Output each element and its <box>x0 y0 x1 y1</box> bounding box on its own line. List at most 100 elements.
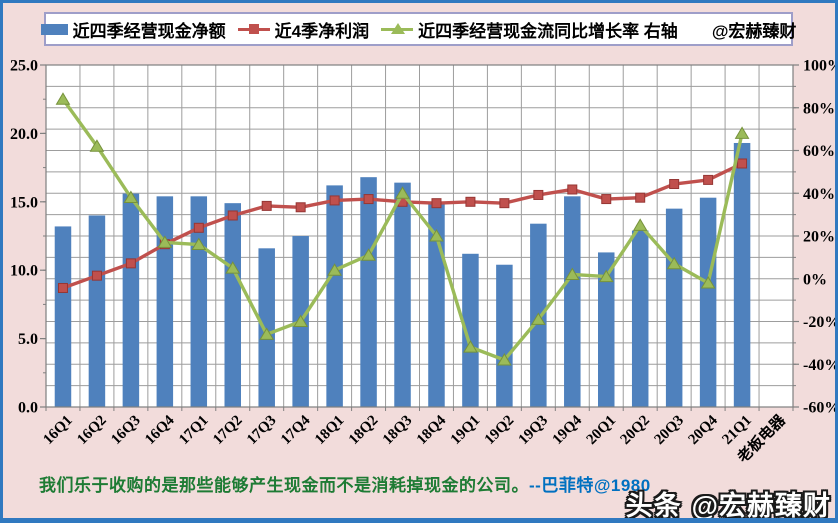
growth-marker-20Q4 <box>700 276 716 289</box>
branding-site: 头条 <box>625 491 682 521</box>
growth-marker-17Q1 <box>191 237 207 251</box>
profit-marker-17Q4 <box>295 202 306 213</box>
bar-20Q1 <box>598 252 615 407</box>
legend-watermark: @宏赫臻财 <box>711 21 797 41</box>
profit-marker-18Q1 <box>329 195 340 206</box>
line-triangle-icon <box>381 23 414 35</box>
growth-marker-18Q1 <box>327 263 342 276</box>
growth-marker-17Q4 <box>293 314 309 327</box>
legend-item-cashflow: 近四季经营现金净额 <box>40 17 226 42</box>
bar-20Q2 <box>631 230 649 407</box>
profit-marker-20Q4 <box>703 174 714 185</box>
y-right-tick-label: -40% <box>803 357 838 374</box>
x-axis-label-20Q1: 20Q1 <box>584 413 619 448</box>
x-axis-label-19Q3: 19Q3 <box>516 413 551 448</box>
quote-attribution: --巴菲特@1980 <box>529 476 651 495</box>
legend-label-profit: 近4季净利润 <box>274 21 370 41</box>
profit-marker-16Q1 <box>57 282 68 293</box>
bar-21Q1 <box>733 142 751 407</box>
y-right-tick-label: 0% <box>803 271 827 288</box>
profit-marker-17Q1 <box>193 222 204 233</box>
x-axis-label-16Q1: 16Q1 <box>40 413 75 448</box>
profit-marker-19Q3 <box>533 189 544 200</box>
growth-marker-20Q3 <box>666 256 682 270</box>
x-axis-label-19Q1: 19Q1 <box>448 413 483 448</box>
x-axis-label-19Q2: 19Q2 <box>482 413 517 448</box>
y-left-tick-label: 15.0 <box>10 194 38 211</box>
bar-20Q3 <box>665 208 683 407</box>
profit-marker-16Q3 <box>125 258 136 269</box>
profit-marker-19Q4 <box>567 184 578 195</box>
growth-marker-19Q1 <box>463 340 478 353</box>
x-axis-label-18Q2: 18Q2 <box>346 413 381 448</box>
x-axis-label-17Q3: 17Q3 <box>244 413 279 448</box>
y-right-tick-label: 60% <box>803 143 835 160</box>
profit-marker-20Q2 <box>635 192 646 203</box>
profit-marker-17Q3 <box>261 200 272 211</box>
bar-16Q3 <box>122 193 140 407</box>
x-axis-label-19Q4: 19Q4 <box>550 412 586 448</box>
bar-16Q4 <box>156 196 174 407</box>
profit-marker-17Q2 <box>227 210 238 221</box>
growth-marker-16Q1 <box>55 92 71 105</box>
y-right-tick-label: 100% <box>803 58 838 75</box>
x-axis-label-17Q1: 17Q1 <box>176 413 211 448</box>
profit-marker-21Q1 <box>737 158 748 169</box>
profit-marker-18Q4 <box>431 198 442 209</box>
growth-marker-19Q4 <box>564 267 580 280</box>
growth-marker-17Q3 <box>259 327 275 340</box>
y-right-tick-label: -60% <box>803 400 838 417</box>
growth-marker-16Q4 <box>157 235 173 248</box>
bar-20Q4 <box>699 197 717 407</box>
growth-marker-19Q3 <box>530 312 546 325</box>
profit-marker-20Q3 <box>669 179 680 190</box>
bar-swatch-icon <box>40 23 68 35</box>
growth-marker-20Q1 <box>598 269 614 283</box>
growth-marker-16Q2 <box>89 139 105 152</box>
x-axis-label-16Q2: 16Q2 <box>74 413 109 448</box>
y-left-tick-label: 10.0 <box>10 263 38 280</box>
legend: 近四季经营现金净额 近4季净利润 近四季经营现金流同比增长率 右轴 @宏赫臻财 <box>40 12 796 46</box>
y-left-tick-label: 25.0 <box>10 58 38 75</box>
y-right-tick-label: -20% <box>803 314 838 331</box>
bar-19Q1 <box>462 253 479 407</box>
x-axis-label-18Q1: 18Q1 <box>312 413 347 448</box>
profit-marker-18Q2 <box>363 194 374 205</box>
profit-marker-19Q1 <box>465 196 476 207</box>
y-left-tick-label: 0.0 <box>18 400 38 417</box>
y-left-tick-label: 5.0 <box>18 331 38 348</box>
quote-text: 我们乐于收购的是那些能够产生现金而不是消耗掉现金的公司。 <box>39 476 529 495</box>
growth-marker-17Q2 <box>225 261 241 274</box>
bar-18Q1 <box>326 185 343 407</box>
chart-plot: 25.0 20.0 15.0 10.0 5.0 0.0 100% 80% 60% 40% 20% 0%… <box>10 58 838 467</box>
x-axis-label-18Q4: 18Q4 <box>414 412 450 448</box>
growth-marker-19Q2 <box>497 352 512 366</box>
y-right-tick-label: 80% <box>803 100 835 117</box>
line-square-icon <box>237 23 270 35</box>
bar-17Q2 <box>224 203 241 407</box>
y-right-tick-label: 40% <box>803 186 835 203</box>
x-axis-label-17Q2: 17Q2 <box>210 413 245 448</box>
x-axis-label-20Q3: 20Q3 <box>652 413 687 448</box>
profit-marker-20Q1 <box>601 194 612 205</box>
bar-19Q2 <box>496 264 513 407</box>
growth-marker-20Q2 <box>632 218 648 231</box>
x-axis-label-17Q4: 17Q4 <box>278 412 314 448</box>
legend-label-growth: 近四季经营现金流同比增长率 右轴 <box>418 21 678 41</box>
growth-marker-18Q3 <box>395 186 410 199</box>
x-axis-label-16Q4: 16Q4 <box>142 412 178 448</box>
growth-marker-18Q4 <box>429 229 444 242</box>
profit-marker-19Q2 <box>499 198 510 209</box>
bar-16Q2 <box>88 215 106 407</box>
x-axis-label-20Q4: 20Q4 <box>685 412 721 448</box>
legend-label-cashflow: 近四季经营现金净额 <box>72 21 226 41</box>
growth-marker-18Q2 <box>361 248 376 261</box>
y-left-tick-label: 20.0 <box>10 126 38 143</box>
branding-watermark: 头条 @宏赫臻财 <box>625 484 831 521</box>
legend-item-profit: 近4季净利润 <box>237 17 370 42</box>
footer-quote: 我们乐于收购的是那些能够产生现金而不是消耗掉现金的公司。--巴菲特@1980 <box>39 471 651 496</box>
growth-marker-16Q3 <box>123 190 139 204</box>
x-axis-label-20Q2: 20Q2 <box>618 413 653 448</box>
x-axis-label-18Q3: 18Q3 <box>380 413 415 448</box>
legend-item-growth: 近四季经营现金流同比增长率 右轴 <box>381 17 678 42</box>
